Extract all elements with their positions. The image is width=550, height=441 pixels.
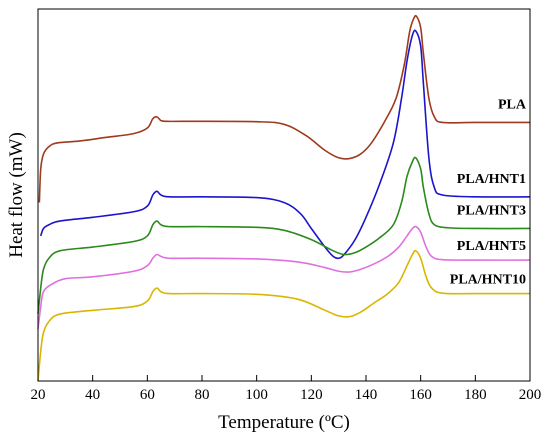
- series-layer: [37, 14, 531, 382]
- x-axis-title: Temperature (ºC): [218, 412, 350, 433]
- series-label-pla-hnt5: PLA/HNT5: [457, 239, 526, 254]
- x-tick-label: 200: [519, 387, 542, 403]
- series-label-pla-hnt1: PLA/HNT1: [457, 172, 526, 187]
- x-tick-label: 140: [355, 387, 378, 403]
- y-axis-title: Heat flow (mW): [6, 132, 27, 258]
- x-tick-label: 20: [31, 387, 46, 403]
- series-line-pla: [38, 14, 530, 203]
- x-tick-label: 180: [464, 387, 487, 403]
- x-tick-layer: 20 40 60 80 100 120 140 160 180 200: [31, 375, 542, 403]
- series-label-pla-hnt3: PLA/HNT3: [457, 203, 526, 218]
- series-label-layer: PLA PLA/HNT1 PLA/HNT3 PLA/HNT5 PLA/HNT10: [450, 97, 527, 287]
- x-tick-label: 120: [300, 387, 323, 403]
- series-label-pla-hnt10: PLA/HNT10: [450, 273, 526, 288]
- series-label-pla: PLA: [498, 97, 527, 112]
- x-tick-label: 40: [85, 387, 100, 403]
- series-line-pla-hnt10: [37, 249, 531, 382]
- series-line-pla-hnt5: [37, 225, 531, 330]
- x-tick-label: 80: [195, 387, 210, 403]
- plot-frame: [37, 8, 531, 382]
- series-line-pla-hnt1: [39, 29, 531, 260]
- x-tick-label: 60: [140, 387, 155, 403]
- x-tick-label: 100: [245, 387, 268, 403]
- series-line-pla-hnt3: [37, 156, 531, 315]
- x-tick-label: 160: [409, 387, 432, 403]
